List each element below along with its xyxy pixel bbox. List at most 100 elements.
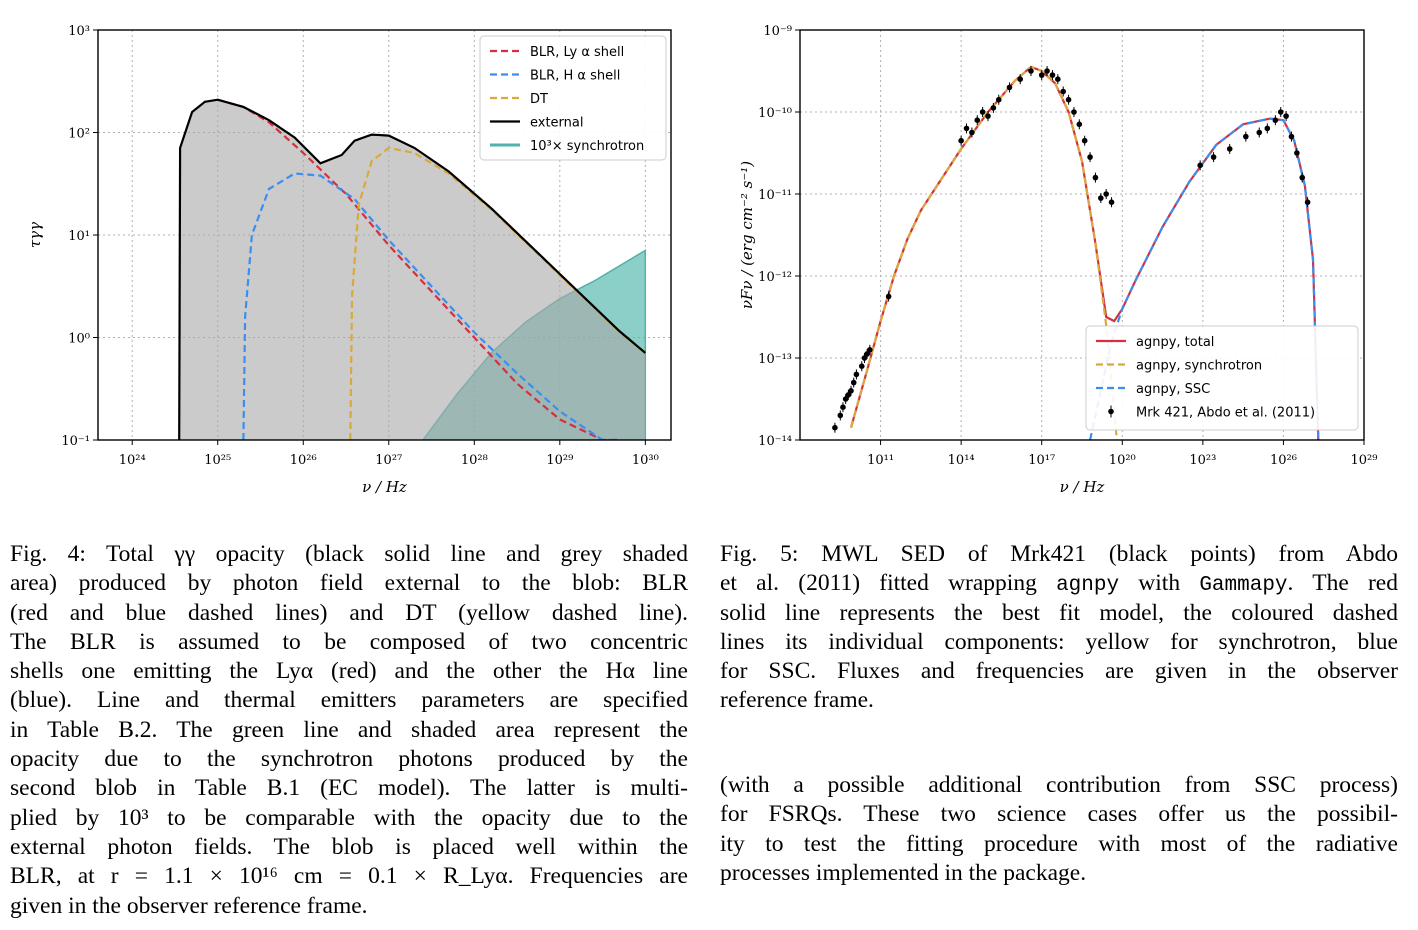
legend-label: DT: [530, 92, 548, 107]
data-point: [861, 355, 868, 361]
caption5-line: Fig. 5: MWL SED of Mrk421 (black points)…: [720, 541, 1398, 567]
body-text-line: processes implemented in the package.: [720, 859, 1087, 886]
data-point: [979, 109, 986, 115]
legend-label: BLR, Ly α shell: [530, 45, 624, 60]
data-point: [1071, 109, 1077, 115]
data-point: [958, 137, 964, 144]
x-tick-label: 10¹⁷: [1028, 453, 1055, 468]
data-point: [1197, 162, 1203, 169]
data-point: [1304, 199, 1311, 205]
data-point: [1272, 117, 1279, 123]
x-axis-label: ν / Hz: [1060, 478, 1105, 496]
data-point: [853, 371, 860, 378]
data-point: [840, 404, 846, 411]
legend-label: agnpy, total: [1136, 335, 1214, 350]
y-tick-label: 10⁻¹: [61, 434, 90, 449]
y-tick-label: 10³: [68, 24, 90, 39]
data-point: [985, 113, 991, 119]
caption4-line: BLR, at r = 1.1 × 10¹⁶ cm = 0.1 × R_Lyα.…: [10, 863, 688, 890]
data-point: [1065, 96, 1072, 103]
data-point: [837, 412, 844, 419]
data-point: [1098, 195, 1104, 201]
x-tick-label: 10²³: [1189, 453, 1216, 468]
x-tick-label: 10²⁷: [375, 453, 402, 468]
y-tick-label: 10²: [68, 127, 90, 142]
data-point: [864, 351, 870, 357]
data-point: [1017, 76, 1024, 82]
y-tick-label: 10⁻¹²: [758, 270, 792, 285]
data-point: [1256, 129, 1263, 136]
x-tick-label: 10²⁴: [119, 453, 146, 468]
legend-label: Mrk 421, Abdo et al. (2011): [1136, 406, 1315, 421]
data-point: [995, 96, 1002, 103]
x-tick-label: 10²⁶: [1270, 453, 1297, 468]
x-tick-label: 10²⁹: [1351, 453, 1378, 468]
legend-label: agnpy, synchrotron: [1136, 359, 1262, 374]
caption4-line: area) produced by photon field external …: [10, 570, 688, 597]
data-point: [848, 388, 854, 394]
series-blr-h-shell: [242, 172, 616, 440]
caption4-line: external photon fields. The blob is plac…: [10, 833, 688, 860]
y-tick-label: 10⁻⁹: [763, 24, 792, 39]
x-tick-label: 10¹¹: [867, 453, 894, 468]
body-text-line: ity to test the fitting procedure with m…: [720, 830, 1398, 857]
y-tick-label: 10⁻¹³: [758, 352, 792, 367]
data-point: [885, 293, 892, 300]
data-point: [1081, 137, 1088, 144]
caption4-line: (blue). Line and thermal emitters parame…: [10, 687, 688, 714]
axes-frame: [799, 29, 1365, 441]
y-axis-label: τγγ: [26, 222, 44, 248]
series-external: [178, 98, 647, 440]
legend: agnpy, total agnpy, synchrotron agnpy, SSC…: [1085, 325, 1359, 431]
y-tick-label: 10⁻¹¹: [758, 188, 792, 203]
x-tick-label: 10³⁰: [632, 453, 659, 468]
x-tick-label: 10²⁹: [546, 453, 573, 468]
y-tick-label: 10⁻¹⁴: [758, 434, 792, 449]
caption4-line: second blob in Table B.1 (EC model). The…: [10, 775, 688, 802]
y-tick-label: 10⁰: [68, 332, 90, 347]
legend-label: 10³× synchrotron: [530, 139, 644, 154]
body-text-line: (with a possible additional contribution…: [720, 772, 1398, 798]
data-point: [850, 379, 857, 386]
data-point: [1060, 88, 1066, 95]
data-point: [1076, 121, 1083, 128]
figure-5-caption: Fig. 5: MWL SED of Mrk421 (black points)…: [720, 540, 1398, 716]
legend-swatch: [1108, 408, 1114, 415]
caption5-line: et al. (2011) fitted wrapping agnpy with…: [720, 570, 1398, 598]
plot-area: [832, 65, 1320, 440]
legend-box: [1085, 325, 1359, 431]
x-tick-label: 10²⁵: [204, 453, 231, 468]
data-point: [1243, 133, 1249, 140]
data-point: [1055, 76, 1061, 82]
legend-label: external: [530, 116, 584, 131]
x-tick-label: 10²⁰: [1109, 453, 1136, 468]
y-tick-label: 10¹: [68, 229, 90, 244]
caption5-line: solid line represents the best fit model…: [720, 599, 1398, 626]
plot-area: [178, 98, 647, 440]
caption4-line: plied by 10³ to be comparable with the o…: [10, 804, 688, 831]
data-point: [974, 117, 981, 123]
legend-label: BLR, H α shell: [530, 69, 620, 84]
data-point: [1044, 68, 1050, 74]
data-point: [1049, 72, 1056, 78]
data-point: [1087, 154, 1093, 160]
legend: BLR, Ly α shell BLR, H α shell DT external 1…: [479, 35, 667, 161]
data-point: [1006, 84, 1013, 91]
caption5-line: for SSC. Fluxes and frequencies are give…: [720, 658, 1398, 685]
data-point: [1038, 72, 1045, 78]
body-text-line: for FSRQs. These two science cases offer…: [720, 801, 1398, 828]
data-point: [1028, 68, 1034, 74]
data-point: [1092, 174, 1099, 181]
y-tick-label: 10⁻¹⁰: [758, 106, 792, 121]
data-point: [832, 424, 838, 431]
x-tick-label: 10²⁸: [461, 453, 488, 468]
caption5-line: reference frame.: [720, 687, 874, 714]
data-point: [1299, 174, 1306, 181]
series-agnpy-synchrotron: [849, 65, 1118, 440]
legend-label: agnpy, SSC: [1136, 382, 1210, 397]
caption4-line: shells one emitting the Lyα (red) and th…: [10, 658, 688, 685]
data-point: [969, 129, 975, 136]
caption4-line: (red and blue dashed lines) and DT (yell…: [10, 599, 688, 626]
data-point: [1283, 113, 1289, 119]
y-axis-label: νFν / (erg cm⁻² s⁻¹): [738, 161, 756, 309]
